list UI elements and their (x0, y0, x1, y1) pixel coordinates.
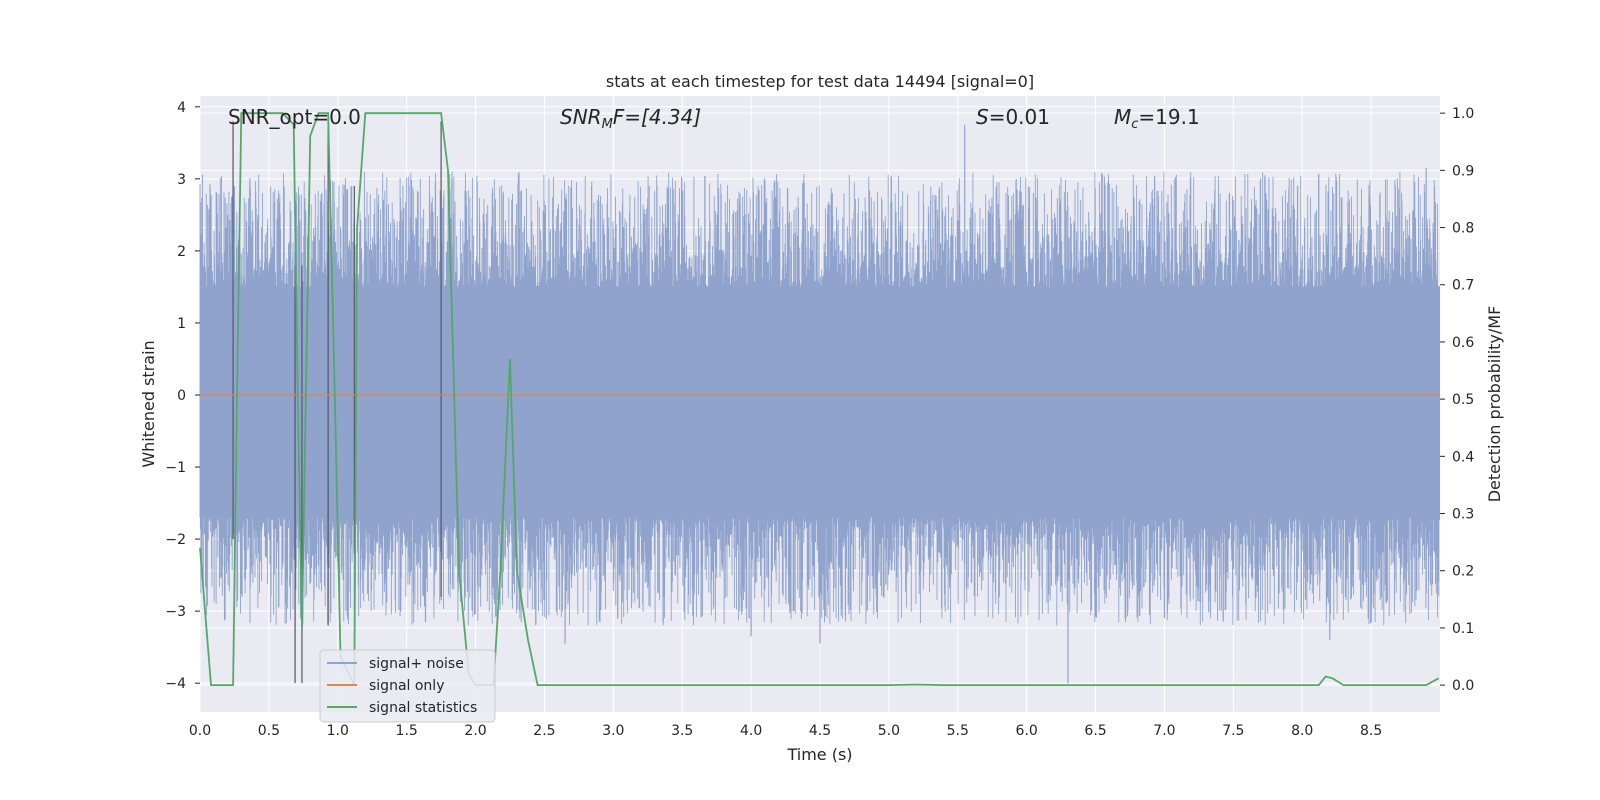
y-right-tick-label: 0.0 (1452, 678, 1474, 694)
x-axis-label: Time (s) (786, 745, 852, 764)
y-right-tick-label: 0.2 (1452, 564, 1474, 580)
x-tick-label: 2.5 (533, 723, 555, 739)
x-tick-label: 2.0 (464, 723, 486, 739)
y-tick-label: −4 (165, 676, 186, 692)
x-tick-label: 7.0 (1153, 723, 1175, 739)
y-tick-label: −2 (165, 532, 186, 548)
snr-mf-suffix: F=[4.34] (613, 105, 701, 129)
annotation-snr-mf: SNRMF=[4.34] (560, 105, 701, 132)
x-tick-label: 4.5 (809, 723, 831, 739)
annotation-mc: Mc=19.1 (1114, 105, 1200, 132)
x-tick-label: 5.5 (947, 723, 969, 739)
y-right-tick-label: 0.7 (1452, 278, 1474, 294)
noise-line (199, 171, 1441, 626)
snr-mf-sub: M (602, 117, 613, 132)
y-tick-label: 0 (177, 388, 186, 404)
black-spikes (232, 121, 442, 684)
s-value: =0.01 (989, 105, 1050, 129)
x-tick-label: 0.0 (189, 723, 211, 739)
y-right-tick-label: 0.6 (1452, 335, 1474, 351)
legend-label-noise: signal+ noise (369, 656, 464, 672)
statistics-line (199, 112, 1440, 686)
annotation-s: S=0.01 (976, 105, 1050, 129)
mc-value: =19.1 (1138, 105, 1199, 129)
y-right-tick-label: 0.5 (1452, 392, 1474, 408)
legend-box (319, 649, 496, 723)
y-tick-label: 3 (177, 172, 186, 188)
legend-label-signal: signal only (369, 678, 444, 694)
x-tick-label: 1.0 (327, 723, 349, 739)
statistics-series (199, 112, 1440, 686)
y-right-tick-label: 0.1 (1452, 621, 1474, 637)
y-tick-label: 4 (177, 100, 186, 116)
x-tick-label: 6.5 (1084, 723, 1106, 739)
y-right-tick-label: 0.9 (1452, 163, 1474, 179)
legend-label-stats: signal statistics (369, 700, 477, 716)
x-tick-label: 3.5 (671, 723, 693, 739)
x-tick-label: 3.0 (602, 723, 624, 739)
y-tick-label: 2 (177, 244, 186, 260)
mc-label: M (1114, 105, 1131, 129)
x-tick-label: 5.0 (878, 723, 900, 739)
y-right-tick-label: 0.4 (1452, 449, 1474, 465)
y-right-tick-label: 0.8 (1452, 221, 1474, 237)
x-tick-label: 8.0 (1291, 723, 1313, 739)
x-tick-label: 8.5 (1360, 723, 1382, 739)
y-right-tick-label: 0.3 (1452, 507, 1474, 523)
y-tick-label: −1 (165, 460, 186, 476)
annotation-snr-opt: SNR_opt=0.0 (228, 105, 361, 129)
x-tick-label: 7.5 (1222, 723, 1244, 739)
x-ticks: 0.0 0.5 1.0 1.5 2.0 2.5 3.0 3.5 4.0 4.5 5.0 5.5 6.0 6… (189, 723, 1382, 739)
y-right-tick-label: 1.0 (1452, 106, 1474, 122)
x-tick-label: 6.0 (1016, 723, 1038, 739)
noise-series (199, 124, 1441, 684)
y-ticks-right: 1.0 0.9 0.8 0.7 0.6 0.5 0.4 0.3 0.2 0.1 0.0 (1440, 106, 1474, 694)
y-axis-label: Whitened strain (139, 340, 158, 467)
x-tick-label: 0.5 (258, 723, 280, 739)
y-tick-label: 1 (177, 316, 186, 332)
chart-title: stats at each timestep for test data 144… (606, 72, 1034, 91)
s-label: S (976, 105, 989, 129)
mc-sub: c (1131, 117, 1138, 132)
y-axis-label-right: Detection probability/MF (1485, 306, 1504, 503)
x-tick-label: 4.0 (740, 723, 762, 739)
y-ticks-left: 4 3 2 1 0 −1 −2 −3 −4 (165, 100, 200, 692)
x-tick-label: 1.5 (396, 723, 418, 739)
y-tick-label: −3 (165, 604, 186, 620)
snr-mf-prefix: SNR (560, 105, 602, 129)
legend: signal+ noise signal only signal statist… (319, 649, 496, 723)
